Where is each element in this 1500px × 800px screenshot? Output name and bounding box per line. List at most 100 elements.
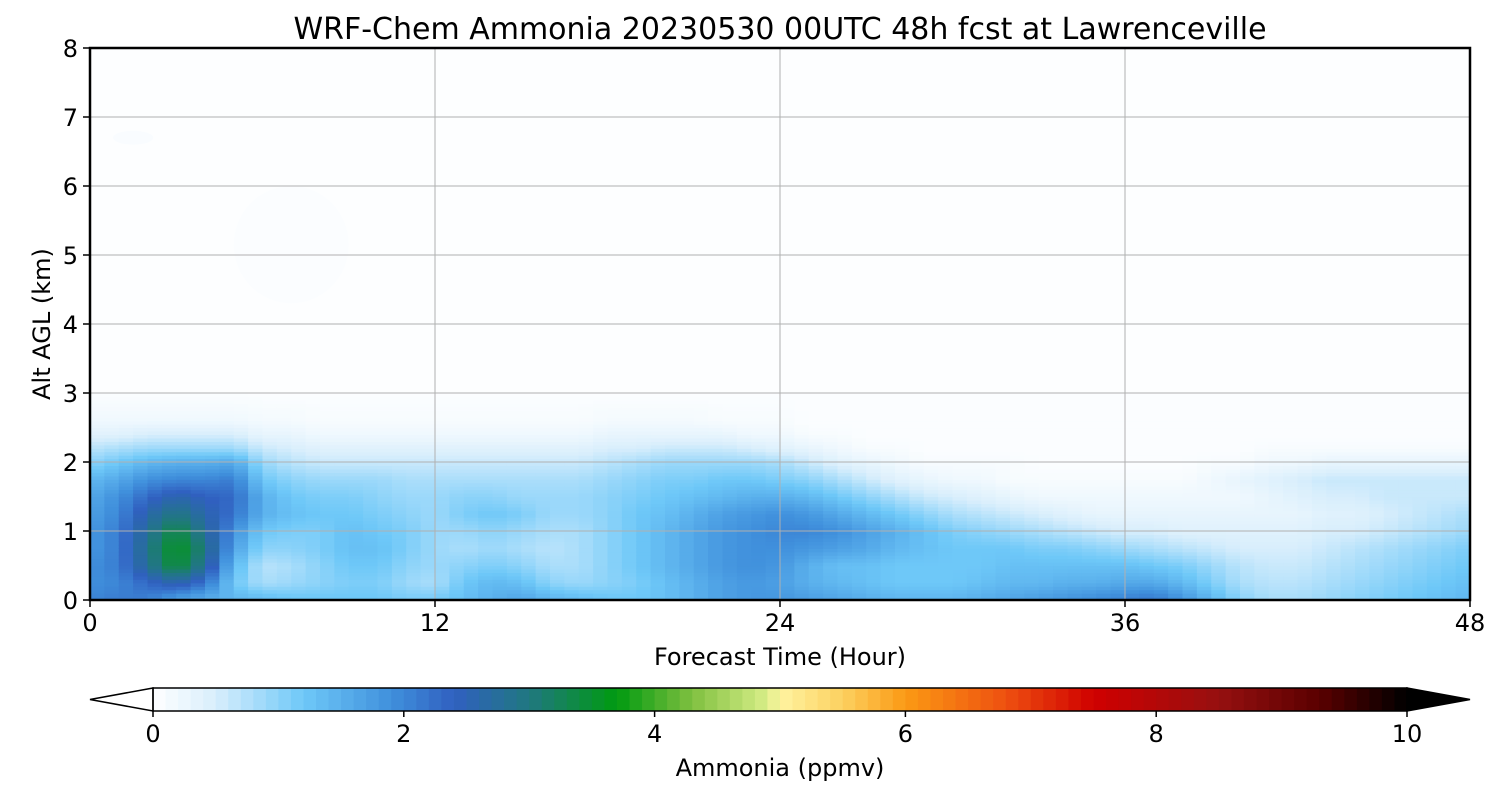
field-cell: [679, 537, 695, 542]
field-cell: [650, 548, 666, 553]
field-cell: [377, 475, 393, 480]
field-cell: [823, 537, 839, 542]
field-cell: [1196, 531, 1212, 536]
field-cell: [593, 503, 609, 508]
field-cell: [923, 489, 939, 494]
field-cell: [176, 499, 192, 504]
field-cell: [133, 496, 149, 501]
field-cell: [219, 558, 235, 563]
field-cell: [535, 455, 551, 460]
field-cell: [909, 589, 925, 594]
field-cell: [406, 548, 422, 553]
field-cell: [420, 437, 436, 442]
field-cell: [492, 420, 508, 425]
field-cell: [391, 575, 407, 580]
field-cell: [621, 544, 637, 549]
field-cell: [1139, 472, 1155, 477]
field-cell: [938, 562, 954, 567]
field-cell: [679, 493, 695, 498]
field-cell: [1240, 399, 1255, 404]
field-cell: [205, 399, 220, 404]
field-cell: [420, 479, 436, 484]
field-cell: [722, 441, 738, 446]
field-cell: [248, 596, 264, 601]
field-cell: [808, 506, 824, 511]
field-cell: [593, 482, 609, 487]
field-cell: [506, 537, 522, 542]
field-cell: [923, 437, 939, 442]
field-cell: [564, 399, 580, 404]
field-cell: [147, 517, 163, 522]
field-cell: [607, 593, 623, 598]
field-cell: [995, 489, 1011, 494]
field-cell: [895, 544, 910, 549]
field-cell: [808, 451, 824, 456]
field-cell: [133, 393, 149, 398]
field-cell: [938, 475, 954, 480]
field-cell: [161, 399, 177, 404]
field-cell: [607, 575, 623, 580]
field-cell: [837, 586, 853, 591]
field-cell: [995, 465, 1011, 470]
field-cell: [866, 430, 882, 435]
field-cell: [535, 434, 551, 439]
field-cell: [190, 586, 206, 591]
field-cell: [521, 568, 537, 573]
field-cell: [665, 562, 680, 567]
field-cell: [147, 413, 163, 418]
field-cell: [837, 441, 853, 446]
field-cell: [995, 472, 1011, 477]
field-cell: [320, 458, 335, 463]
field-cell: [320, 417, 335, 422]
field-cell: [1110, 475, 1126, 480]
field-cell: [90, 410, 105, 415]
field-cell: [1081, 420, 1097, 425]
field-cell: [1139, 527, 1155, 532]
field-cell: [693, 517, 709, 522]
field-cell: [578, 575, 594, 580]
field-cell: [564, 531, 580, 536]
field-cell: [104, 486, 120, 491]
field-cell: [478, 548, 494, 553]
field-cell: [1211, 582, 1227, 587]
field-cell: [751, 527, 767, 532]
field-cell: [1038, 455, 1054, 460]
field-cell: [851, 420, 867, 425]
field-cell: [1211, 482, 1227, 487]
field-cell: [219, 441, 235, 446]
field-cell: [1240, 479, 1255, 484]
field-cell: [161, 430, 177, 435]
field-cell: [981, 462, 997, 467]
field-cell: [693, 572, 709, 577]
field-cell: [147, 520, 163, 525]
field-cell: [621, 499, 637, 504]
field-cell: [1081, 531, 1097, 536]
field-cell: [478, 506, 494, 511]
field-cell: [1096, 475, 1112, 480]
field-cell: [377, 399, 393, 404]
field-cell: [363, 520, 379, 525]
field-cell: [636, 413, 652, 418]
field-cell: [636, 437, 652, 442]
field-cell: [1110, 424, 1126, 429]
field-cell: [722, 572, 738, 577]
field-cell: [133, 430, 149, 435]
field-cell: [262, 396, 278, 401]
field-cell: [880, 531, 896, 536]
field-cell: [1182, 396, 1198, 401]
field-cell: [765, 548, 781, 553]
field-cell: [722, 396, 738, 401]
field-cell: [291, 586, 307, 591]
field-cell: [1139, 513, 1155, 518]
field-cell: [1067, 572, 1083, 577]
field-cell: [1010, 541, 1025, 546]
field-cell: [938, 496, 954, 501]
field-cell: [823, 520, 839, 525]
field-cell: [363, 586, 379, 591]
field-cell: [478, 434, 494, 439]
field-cell: [751, 593, 767, 598]
field-cell: [1038, 517, 1054, 522]
field-cell: [1182, 503, 1198, 508]
field-cell: [90, 510, 105, 515]
field-cell: [1096, 430, 1112, 435]
